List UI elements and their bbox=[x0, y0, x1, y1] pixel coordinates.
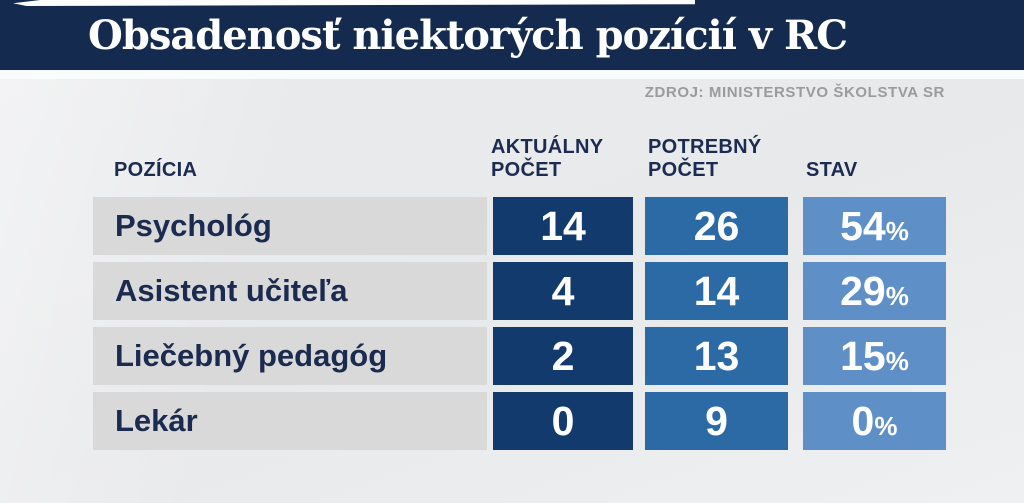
table-row: Asistent učiteľa 4 14 29% bbox=[0, 262, 1024, 320]
status-value: 54 bbox=[840, 203, 886, 249]
percent-sign: % bbox=[874, 411, 898, 441]
row-label: Psychológ bbox=[115, 208, 272, 243]
percent-sign: % bbox=[885, 281, 909, 311]
title-underband bbox=[0, 70, 1024, 79]
row-label: Liečebný pedagóg bbox=[115, 338, 388, 373]
cell-current-count: 0 bbox=[493, 392, 633, 450]
column-header-current-count: AKTUÁLNY POČET bbox=[491, 136, 603, 182]
page-title: Obsadenosť niektorých pozícií v RC bbox=[88, 11, 848, 59]
row-label: Lekár bbox=[115, 403, 198, 438]
source-label: ZDROJ: MINISTERSTVO ŠKOLSTVA SR bbox=[644, 84, 945, 101]
cell-status: 15% bbox=[803, 327, 946, 385]
cell-status: 0% bbox=[803, 392, 946, 450]
column-header-position: POZÍCIA bbox=[114, 159, 198, 181]
title-bar: Obsadenosť niektorých pozícií v RC bbox=[0, 0, 1024, 70]
status-value: 29 bbox=[840, 268, 886, 314]
cell-needed-count: 26 bbox=[645, 197, 788, 255]
row-label-band: Asistent učiteľa bbox=[93, 262, 487, 320]
row-label-band: Lekár bbox=[93, 392, 487, 450]
column-header-status: STAV bbox=[806, 159, 858, 181]
percent-sign: % bbox=[885, 346, 909, 376]
cell-current-count: 4 bbox=[493, 262, 633, 320]
column-header-needed-line2: POČET bbox=[648, 159, 719, 181]
table-row: Psychológ 14 26 54% bbox=[0, 197, 1024, 255]
cell-needed-count: 9 bbox=[645, 392, 788, 450]
cell-needed-count: 13 bbox=[645, 327, 788, 385]
status-value: 15 bbox=[840, 333, 886, 379]
highlight-sliver bbox=[13, 0, 695, 6]
cell-status: 54% bbox=[803, 197, 946, 255]
status-value: 0 bbox=[851, 398, 875, 444]
cell-needed-count: 14 bbox=[645, 262, 788, 320]
table-row: Liečebný pedagóg 2 13 15% bbox=[0, 327, 1024, 385]
table-row: Lekár 0 9 0% bbox=[0, 392, 1024, 450]
cell-status: 29% bbox=[803, 262, 946, 320]
cell-current-count: 2 bbox=[493, 327, 633, 385]
column-header-needed-count: POTREBNÝ POČET bbox=[648, 136, 762, 182]
row-label: Asistent učiteľa bbox=[115, 273, 348, 308]
column-header-current-line1: AKTUÁLNY bbox=[491, 136, 604, 158]
row-label-band: Psychológ bbox=[93, 197, 487, 255]
percent-sign: % bbox=[885, 216, 909, 246]
row-label-band: Liečebný pedagóg bbox=[93, 327, 487, 385]
column-header-current-line2: POČET bbox=[491, 159, 562, 181]
cell-current-count: 14 bbox=[493, 197, 633, 255]
column-header-needed-line1: POTREBNÝ bbox=[648, 136, 762, 158]
